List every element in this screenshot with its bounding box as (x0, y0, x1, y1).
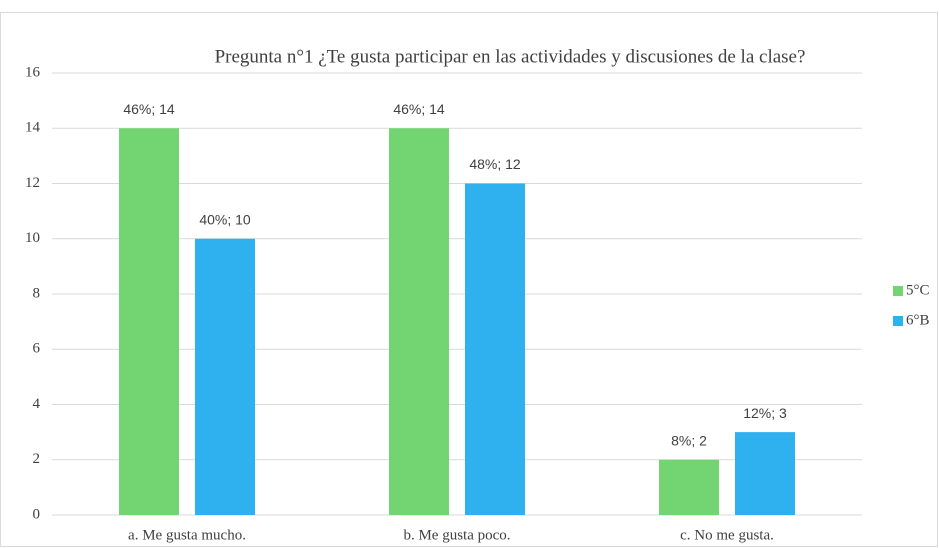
x-tick-label: a. Me gusta mucho. (128, 527, 246, 543)
bar (465, 183, 525, 515)
bar (389, 128, 449, 515)
x-tick-label: b. Me gusta poco. (403, 527, 510, 543)
bar (735, 432, 795, 515)
legend-label: 6°B (906, 312, 930, 328)
x-tick-label: c. No me gusta. (680, 527, 774, 543)
legend-swatch (893, 316, 903, 326)
y-tick-label: 16 (25, 64, 41, 80)
y-tick-label: 6 (33, 341, 41, 357)
y-tick-label: 0 (33, 506, 41, 522)
data-label: 12%; 3 (743, 405, 787, 421)
data-label: 40%; 10 (199, 211, 251, 227)
y-tick-label: 2 (33, 451, 41, 467)
y-tick-label: 8 (33, 285, 41, 301)
bar (195, 238, 255, 515)
legend-swatch (893, 286, 903, 296)
data-label: 46%; 14 (393, 101, 445, 117)
y-tick-label: 4 (33, 396, 41, 412)
y-tick-label: 14 (25, 120, 41, 136)
y-tick-label: 10 (25, 230, 40, 246)
data-label: 46%; 14 (123, 101, 175, 117)
data-label: 8%; 2 (671, 432, 707, 448)
chart-title: Pregunta n°1 ¿Te gusta participar en las… (215, 46, 806, 67)
bar (119, 128, 179, 515)
legend-label: 5°C (906, 282, 930, 298)
bar (659, 459, 719, 515)
data-label: 48%; 12 (469, 156, 521, 172)
y-tick-label: 12 (25, 175, 40, 191)
